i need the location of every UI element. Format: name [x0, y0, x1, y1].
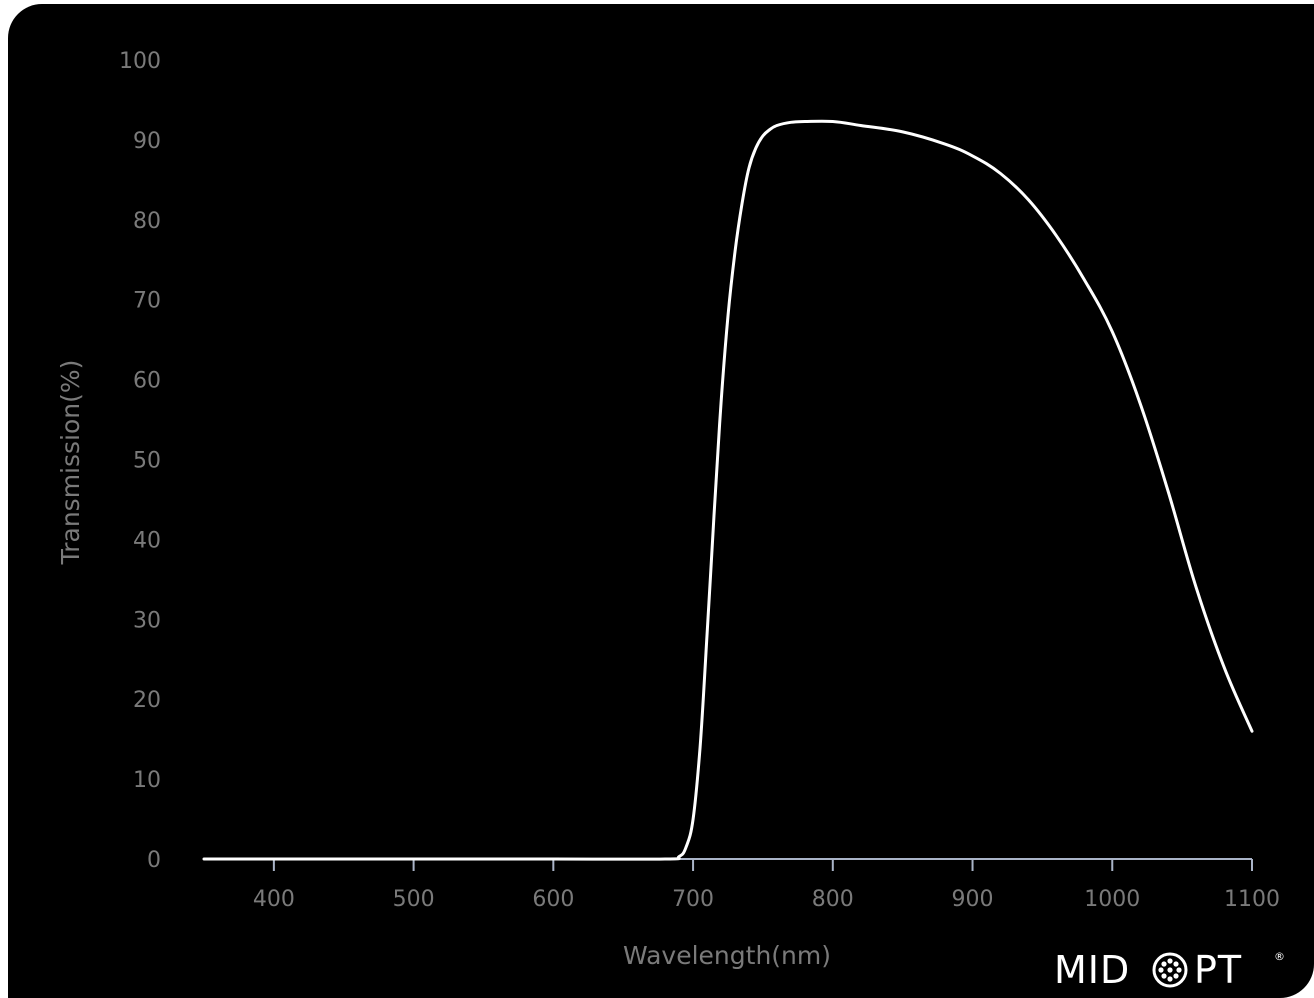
x-tick-label: 1000 [1084, 887, 1140, 912]
logo-registered-mark: ® [1274, 950, 1285, 963]
y-tick-label: 60 [133, 369, 161, 394]
y-tick-label: 80 [133, 209, 161, 234]
y-tick-label: 70 [133, 289, 161, 314]
logo-text-right: PT [1194, 948, 1242, 992]
chart-frame: 0 10 20 30 40 50 60 70 80 90 100 400 500 600 700 800 90… [8, 4, 1314, 998]
transmission-chart: 0 10 20 30 40 50 60 70 80 90 100 400 500 600 700 800 90… [56, 49, 1285, 992]
y-tick-label: 100 [119, 49, 161, 74]
midopt-logo: MID PT ® [1054, 948, 1285, 992]
logo-text-left: MID [1054, 948, 1130, 992]
logo-lens-icon [1152, 952, 1188, 988]
transmission-curve [202, 119, 1254, 861]
y-axis-ticks: 0 10 20 30 40 50 60 70 80 90 100 [119, 49, 161, 873]
y-tick-label: 50 [133, 449, 161, 474]
y-tick-label: 0 [147, 848, 161, 873]
y-tick-label: 20 [133, 688, 161, 713]
y-axis-label: Transmission(%) [56, 360, 85, 566]
x-axis-label: Wavelength(nm) [623, 941, 831, 970]
y-tick-label: 40 [133, 528, 161, 553]
x-tick-label: 700 [672, 887, 714, 912]
x-tick-label: 900 [952, 887, 994, 912]
x-tick-label: 800 [812, 887, 854, 912]
x-tick-label: 500 [393, 887, 435, 912]
y-tick-label: 90 [133, 129, 161, 154]
x-tick-label: 1100 [1224, 887, 1280, 912]
x-tick-label: 600 [532, 887, 574, 912]
x-axis-ticks: 400 500 600 700 800 900 1000 1100 [253, 859, 1280, 912]
y-tick-label: 30 [133, 608, 161, 633]
x-tick-label: 400 [253, 887, 295, 912]
y-tick-label: 10 [133, 768, 161, 793]
